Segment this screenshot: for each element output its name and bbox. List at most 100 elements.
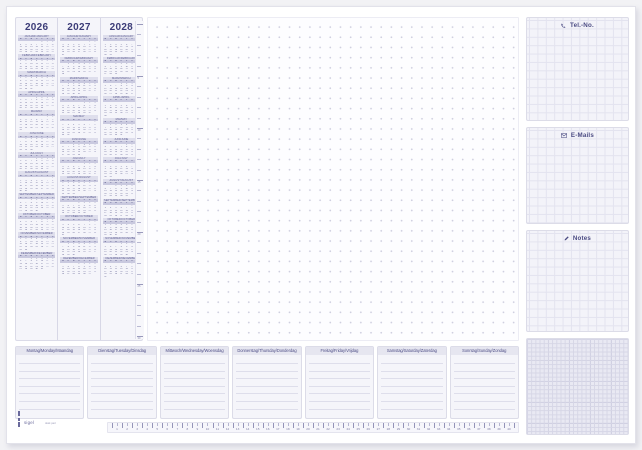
calendar-day-cell[interactable]: 22: [120, 90, 123, 93]
calendar-day-cell[interactable]: 17: [125, 190, 128, 193]
calendar-day-cell[interactable]: 7: [120, 146, 122, 149]
calendar-day-cell[interactable]: 3: [41, 199, 43, 202]
calendar-day-cell[interactable]: 7: [83, 224, 85, 226]
calendar-day-cell[interactable]: 17: [83, 148, 86, 151]
calendar-day-cell[interactable]: 21: [35, 226, 38, 229]
calendar-day-cell[interactable]: 4: [36, 77, 38, 80]
calendar-day-cell[interactable]: 18: [109, 212, 112, 215]
calendar-day-cell[interactable]: 17: [109, 48, 112, 51]
calendar-day-cell[interactable]: 11: [67, 46, 70, 49]
calendar-day-cell[interactable]: 10: [77, 246, 81, 249]
calendar-day-cell[interactable]: 28: [114, 253, 118, 256]
calendar-day-cell[interactable]: 27: [120, 214, 123, 217]
calendar-day-cell[interactable]: 25: [109, 214, 112, 217]
calendar-day-cell[interactable]: 24: [93, 170, 97, 173]
calendar-day-cell[interactable]: 19: [72, 48, 75, 51]
calendar-day-cell[interactable]: 16: [120, 68, 123, 71]
calendar-day-cell[interactable]: 5: [110, 146, 112, 149]
calendar-day-cell[interactable]: 14: [40, 121, 44, 124]
calendar-day-cell[interactable]: 19: [51, 262, 54, 265]
calendar-day-cell[interactable]: 18: [46, 204, 49, 207]
calendar-day-cell[interactable]: 22: [83, 170, 86, 173]
calendar-day-cell[interactable]: 17: [24, 185, 28, 188]
calendar-day-cell[interactable]: 17: [104, 212, 107, 215]
calendar-day-cell[interactable]: 19: [67, 170, 70, 173]
calendar-day-cell[interactable]: 30: [67, 192, 70, 195]
calendar-day-cell[interactable]: 27: [130, 231, 134, 234]
calendar-day-cell[interactable]: 25: [24, 126, 28, 129]
calendar-day-cell[interactable]: 21: [125, 270, 128, 273]
calendar-day-cell[interactable]: 8: [25, 140, 27, 143]
calendar-day-cell[interactable]: 20: [104, 192, 107, 195]
calendar-day-cell[interactable]: 1: [110, 124, 112, 127]
writing-line[interactable]: [381, 372, 443, 380]
calendar-day-cell[interactable]: 23: [72, 90, 75, 93]
calendar-day-cell[interactable]: 23: [83, 270, 86, 273]
calendar-day-cell[interactable]: 19: [72, 229, 75, 232]
calendar-day-cell[interactable]: 13: [19, 262, 22, 265]
calendar-day-cell[interactable]: 16: [35, 204, 38, 207]
calendar-day-cell[interactable]: 14: [125, 268, 128, 271]
calendar-day-cell[interactable]: 22: [19, 85, 22, 88]
calendar-day-cell[interactable]: 17: [51, 224, 54, 226]
calendar-day-cell[interactable]: 20: [109, 90, 112, 93]
calendar-day-cell[interactable]: 6: [46, 77, 48, 80]
calendar-day-cell[interactable]: 5: [89, 243, 91, 246]
calendar-day-cell[interactable]: 23: [104, 112, 107, 115]
calendar-day-cell[interactable]: 17: [125, 68, 128, 71]
calendar-day-cell[interactable]: 16: [125, 248, 128, 251]
calendar-day-cell[interactable]: 19: [88, 248, 91, 251]
calendar-day-cell[interactable]: 14: [72, 268, 75, 271]
calendar-day-cell[interactable]: 27: [109, 253, 112, 256]
calendar-day-cell[interactable]: 17: [30, 65, 33, 68]
calendar-day-cell[interactable]: 5: [115, 207, 117, 210]
calendar-day-cell[interactable]: 23: [72, 251, 75, 254]
writing-line[interactable]: [308, 372, 371, 380]
calendar-day-cell[interactable]: 29: [120, 253, 123, 256]
calendar-day-cell[interactable]: 7: [62, 85, 64, 88]
calendar-day-cell[interactable]: 8: [67, 85, 69, 88]
calendar-day-cell[interactable]: 18: [67, 229, 70, 232]
calendar-day-cell[interactable]: 16: [83, 207, 86, 210]
calendar-day-cell[interactable]: 31: [51, 51, 54, 54]
calendar-day-cell[interactable]: 18: [67, 48, 70, 51]
calendar-day-cell[interactable]: 12: [114, 209, 118, 212]
calendar-day-cell[interactable]: 21: [61, 70, 65, 73]
calendar-day-cell[interactable]: 16: [83, 268, 86, 271]
calendar-day-cell[interactable]: 16: [130, 148, 134, 151]
calendar-day-cell[interactable]: 15: [120, 248, 123, 251]
calendar-day-cell[interactable]: 27: [88, 190, 91, 193]
calendar-day-cell[interactable]: 27: [72, 173, 75, 176]
writing-line[interactable]: [381, 394, 443, 403]
calendar-day-cell[interactable]: 4: [46, 257, 48, 260]
calendar-day-cell[interactable]: 5: [126, 224, 128, 226]
calendar-day-cell[interactable]: 29: [67, 253, 70, 256]
calendar-day-cell[interactable]: 18: [114, 170, 118, 173]
calendar-day-cell[interactable]: 20: [40, 185, 44, 188]
calendar-day-cell[interactable]: 21: [19, 146, 22, 149]
calendar-day-cell[interactable]: 6: [30, 43, 32, 46]
calendar-day-cell[interactable]: 7: [30, 99, 32, 102]
calendar-day-cell[interactable]: 28: [51, 68, 54, 71]
panel-notes[interactable]: Notes: [526, 230, 629, 332]
calendar-day-cell[interactable]: 30: [72, 92, 75, 95]
writing-line[interactable]: [381, 387, 443, 395]
calendar-day-cell[interactable]: 17: [109, 109, 112, 112]
calendar-day-cell[interactable]: 21: [67, 151, 70, 154]
calendar-day-cell[interactable]: 24: [61, 51, 65, 54]
calendar-day-cell[interactable]: 3: [62, 43, 64, 46]
calendar-day-cell[interactable]: 5: [120, 43, 122, 46]
calendar-day-cell[interactable]: 29: [30, 268, 33, 271]
calendar-day-cell[interactable]: 28: [83, 231, 86, 234]
calendar-day-cell[interactable]: 2: [104, 43, 106, 46]
calendar-day-cell[interactable]: 18: [125, 129, 128, 132]
calendar-day-cell[interactable]: 11: [72, 126, 75, 129]
calendar-day-cell[interactable]: 16: [72, 248, 75, 251]
calendar-day-cell[interactable]: 7: [131, 104, 133, 107]
calendar-day-cell[interactable]: 28: [130, 51, 134, 54]
calendar-day-cell[interactable]: 16: [72, 87, 75, 90]
calendar-day-cell[interactable]: 24: [77, 90, 81, 93]
calendar-day-cell[interactable]: 24: [130, 251, 134, 254]
calendar-day-cell[interactable]: 4: [104, 146, 106, 149]
calendar-day-cell[interactable]: 13: [46, 79, 49, 82]
